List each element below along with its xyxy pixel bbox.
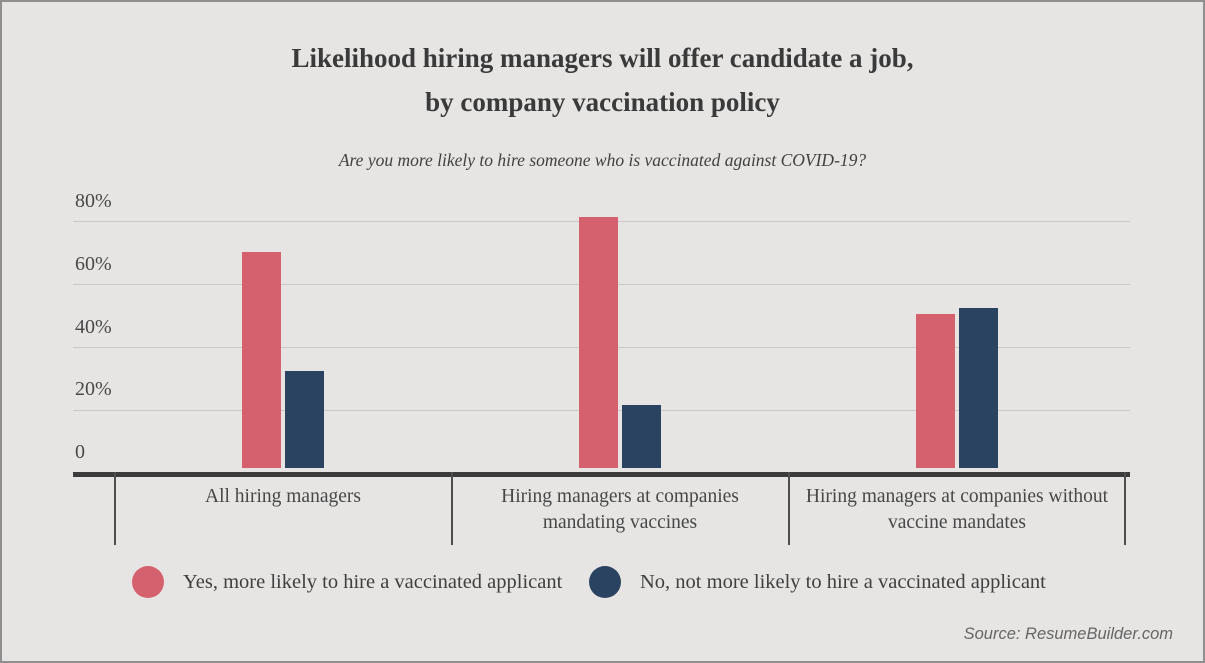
bar-yes-group-2 (579, 217, 618, 468)
bar-no-group-3 (959, 308, 998, 468)
y-tick-label-80: 80% (75, 190, 112, 212)
bar-yes-group-1 (242, 251, 281, 468)
x-axis-tick-2 (451, 472, 453, 545)
y-tick-label-60: 60% (75, 253, 112, 275)
bar-group-all-hiring-managers (242, 251, 324, 468)
x-axis-tick-4 (1124, 472, 1126, 545)
y-tick-label-0: 0 (75, 441, 85, 463)
bar-group-mandating-vaccines (579, 217, 661, 468)
legend-label-yes: Yes, more likely to hire a vaccinated ap… (183, 570, 563, 593)
x-axis-tick-1 (114, 472, 116, 545)
chart-subtitle: Are you more likely to hire someone who … (338, 150, 867, 170)
bar-yes-group-3 (916, 314, 955, 468)
legend-item-no: No, not more likely to hire a vaccinated… (589, 564, 1046, 600)
bar-group-without-mandates (916, 308, 998, 468)
bar-no-group-2 (622, 405, 661, 468)
legend-swatch-yes-icon (132, 566, 164, 598)
chart-title-line-2: by company vaccination policy (425, 87, 780, 117)
category-label-mandating-vaccines: Hiring managers at companies mandating v… (501, 486, 739, 533)
bar-no-group-1 (285, 370, 324, 468)
chart-title-line-1: Likelihood hiring managers will offer ca… (291, 43, 914, 73)
chart-title: Likelihood hiring managers will offer ca… (2, 36, 1203, 124)
legend-item-yes: Yes, more likely to hire a vaccinated ap… (132, 564, 562, 600)
legend-swatch-no-icon (589, 566, 621, 598)
x-axis-line (73, 472, 1130, 477)
x-axis-tick-3 (788, 472, 790, 545)
source-attribution: Source: ResumeBuilder.com (963, 625, 1173, 643)
y-tick-label-40: 40% (75, 316, 112, 338)
legend-label-no: No, not more likely to hire a vaccinated… (640, 570, 1046, 593)
category-label-without-mandates: Hiring managers at companies without vac… (805, 486, 1109, 533)
category-label-all-hiring-managers: All hiring managers (205, 486, 361, 507)
y-tick-label-20: 20% (75, 378, 112, 400)
